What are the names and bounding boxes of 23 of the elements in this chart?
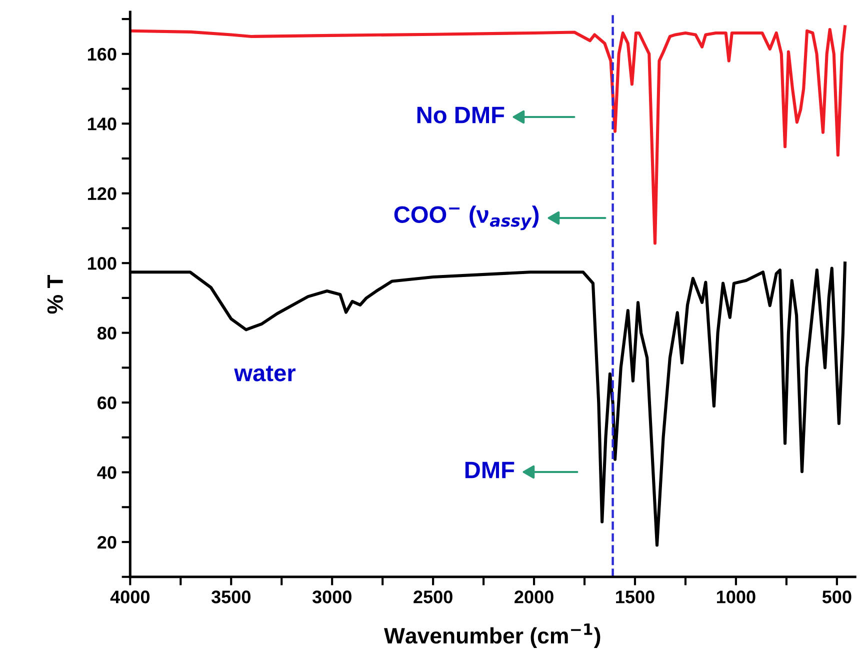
- y-tick-label: 140: [88, 118, 116, 130]
- x-tick-label: 2500: [414, 590, 452, 604]
- x-tick-label: 2000: [514, 590, 554, 604]
- x-tick-label: 1000: [717, 590, 756, 604]
- x-tick-label: 3500: [211, 590, 250, 604]
- y-tick-label: 120: [88, 187, 116, 200]
- y-axis-title: % T: [47, 274, 63, 314]
- y-tick-label: 160: [88, 48, 116, 61]
- x-axis-title: Wavenumber (cm$^{−1}$): [384, 624, 600, 648]
- y-tick-label: 100: [88, 257, 116, 270]
- annotation: water: [234, 366, 296, 382]
- y-tick-label: 40: [97, 466, 116, 479]
- x-tick-label: 4000: [110, 590, 150, 604]
- x-tick-label: 500: [822, 590, 852, 604]
- y-tick-label: 80: [97, 326, 116, 340]
- annotation: DMF: [465, 462, 514, 478]
- annotation: No DMF: [417, 106, 504, 124]
- x-tick-label: 1500: [616, 590, 654, 604]
- line-series: [130, 25, 847, 245]
- y-tick-label: 20: [98, 536, 116, 549]
- x-tick-label: 3000: [312, 590, 352, 604]
- annotation: COO$^{−}$ (ν$_{assy}$): [394, 206, 539, 230]
- y-tick-label: 60: [98, 396, 116, 410]
